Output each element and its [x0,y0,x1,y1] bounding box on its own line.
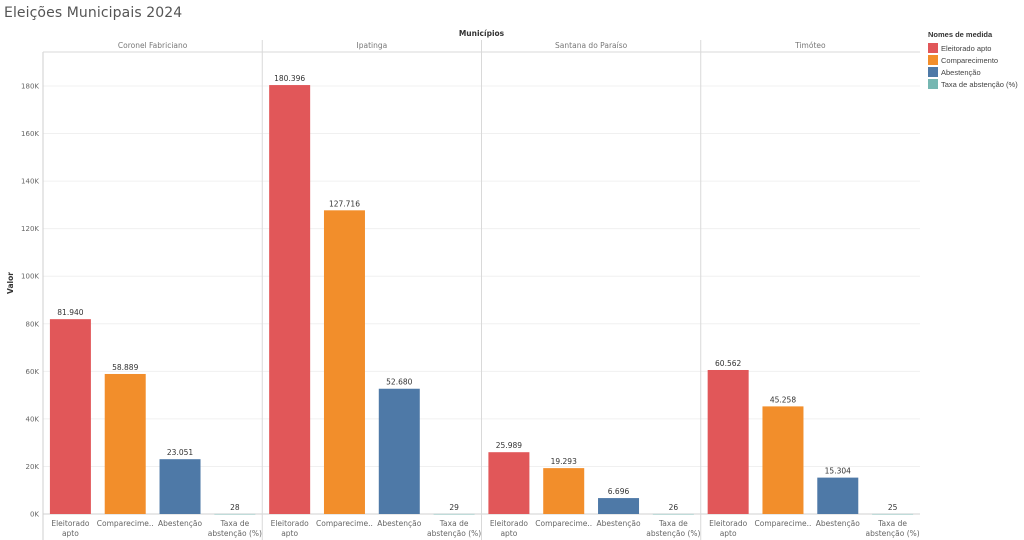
y-tick-label: 60K [26,368,40,376]
panel-header: Timóteo [794,41,826,50]
x-tick-label: abstenção (%) [865,529,919,538]
bar [872,513,914,515]
x-tick-label: Comparecime.. [316,519,373,528]
legend-title: Nomes de medida [928,30,993,39]
x-tick-label: Taxa de [439,519,469,528]
legend-swatch [928,79,938,89]
x-tick-label: Eleitorado [51,519,89,528]
bar [817,477,859,514]
data-label: 180.396 [274,74,305,83]
legend-item-taxa-abstencao[interactable]: Taxa de abstenção (%) [928,78,1022,90]
legend-label: Comparecimento [941,55,999,65]
data-label: 26 [669,503,679,512]
panel-header: Coronel Fabriciano [118,41,188,50]
legend-label: Eleitorado apto [941,43,992,53]
x-tick-label: apto [62,529,79,538]
y-tick-label: 120K [21,225,39,233]
dashboard-title: Eleições Municipais 2024 [4,5,183,21]
legend-item-comparecimento[interactable]: Comparecimento [928,54,1022,66]
bar [104,373,146,514]
x-tick-label: abstenção (%) [208,529,262,538]
x-tick-label: Taxa de [658,519,688,528]
bar [762,406,804,514]
data-label: 28 [230,503,240,512]
data-label: 58.889 [112,363,138,372]
panel-header: Ipatinga [357,41,388,50]
data-label: 81.940 [57,308,83,317]
y-tick-label: 100K [21,273,39,281]
data-label: 52.680 [386,378,412,387]
data-label: 29 [449,503,459,512]
y-tick-label: 20K [26,463,40,471]
bar [598,498,640,514]
bar [214,513,256,515]
data-label: 45.258 [770,395,796,404]
legend-item-eleitorado-apto[interactable]: Eleitorado apto [928,42,1022,54]
legend-swatch [928,55,938,65]
panel-header: Santana do Paraíso [555,41,628,50]
legend-label: Abestenção [941,67,981,77]
bar [488,452,530,514]
bar [707,369,749,514]
x-tick-label: Eleitorado [271,519,309,528]
x-tick-label: Taxa de [877,519,907,528]
legend-swatch [928,43,938,53]
x-tick-label: Abestenção [377,519,421,528]
data-label: 25 [888,503,898,512]
x-tick-label: Abestenção [158,519,202,528]
legend-swatch [928,67,938,77]
y-tick-label: 160K [21,130,39,138]
legend-label: Taxa de abstenção (%) [941,79,1018,89]
y-tick-label: 180K [21,83,39,91]
x-tick-label: Eleitorado [709,519,747,528]
bar-chart: Municípios Valor 0K 20K 40K 60K 80K 100K 120K 140… [6,29,920,540]
data-label: 127.716 [329,199,360,208]
bar [269,85,311,514]
y-tick-label: 80K [26,320,40,328]
x-tick-label: Abestenção [816,519,860,528]
bar [543,468,585,514]
y-axis-label: Valor [6,272,15,294]
x-tick-label: Eleitorado [490,519,528,528]
x-tick-label: Taxa de [219,519,249,528]
bar [323,210,365,514]
x-tick-label: abstenção (%) [646,529,700,538]
data-label: 25.989 [496,441,522,450]
bar [433,513,475,515]
bar [378,388,420,514]
legend: Nomes de medida Eleitorado apto Comparec… [928,30,1022,90]
data-label: 60.562 [715,359,741,368]
y-tick-label: 140K [21,178,39,186]
legend-item-abestencao[interactable]: Abestenção [928,66,1022,78]
x-tick-label: Comparecime.. [97,519,154,528]
bar [652,513,694,515]
x-tick-label: apto [500,529,517,538]
y-tick-label: 40K [26,415,40,423]
x-tick-label: abstenção (%) [427,529,481,538]
data-label: 6.696 [608,487,630,496]
x-tick-label: Comparecime.. [535,519,592,528]
data-label: 19.293 [551,457,577,466]
x-tick-label: Abestenção [597,519,641,528]
x-tick-label: Comparecime.. [755,519,812,528]
bar [49,319,91,514]
column-header: Municípios [459,29,505,38]
x-tick-label: apto [720,529,737,538]
bar [159,459,201,514]
data-label: 15.304 [825,467,851,476]
y-tick-label: 0K [30,511,39,519]
x-tick-label: apto [281,529,298,538]
data-label: 23.051 [167,448,193,457]
